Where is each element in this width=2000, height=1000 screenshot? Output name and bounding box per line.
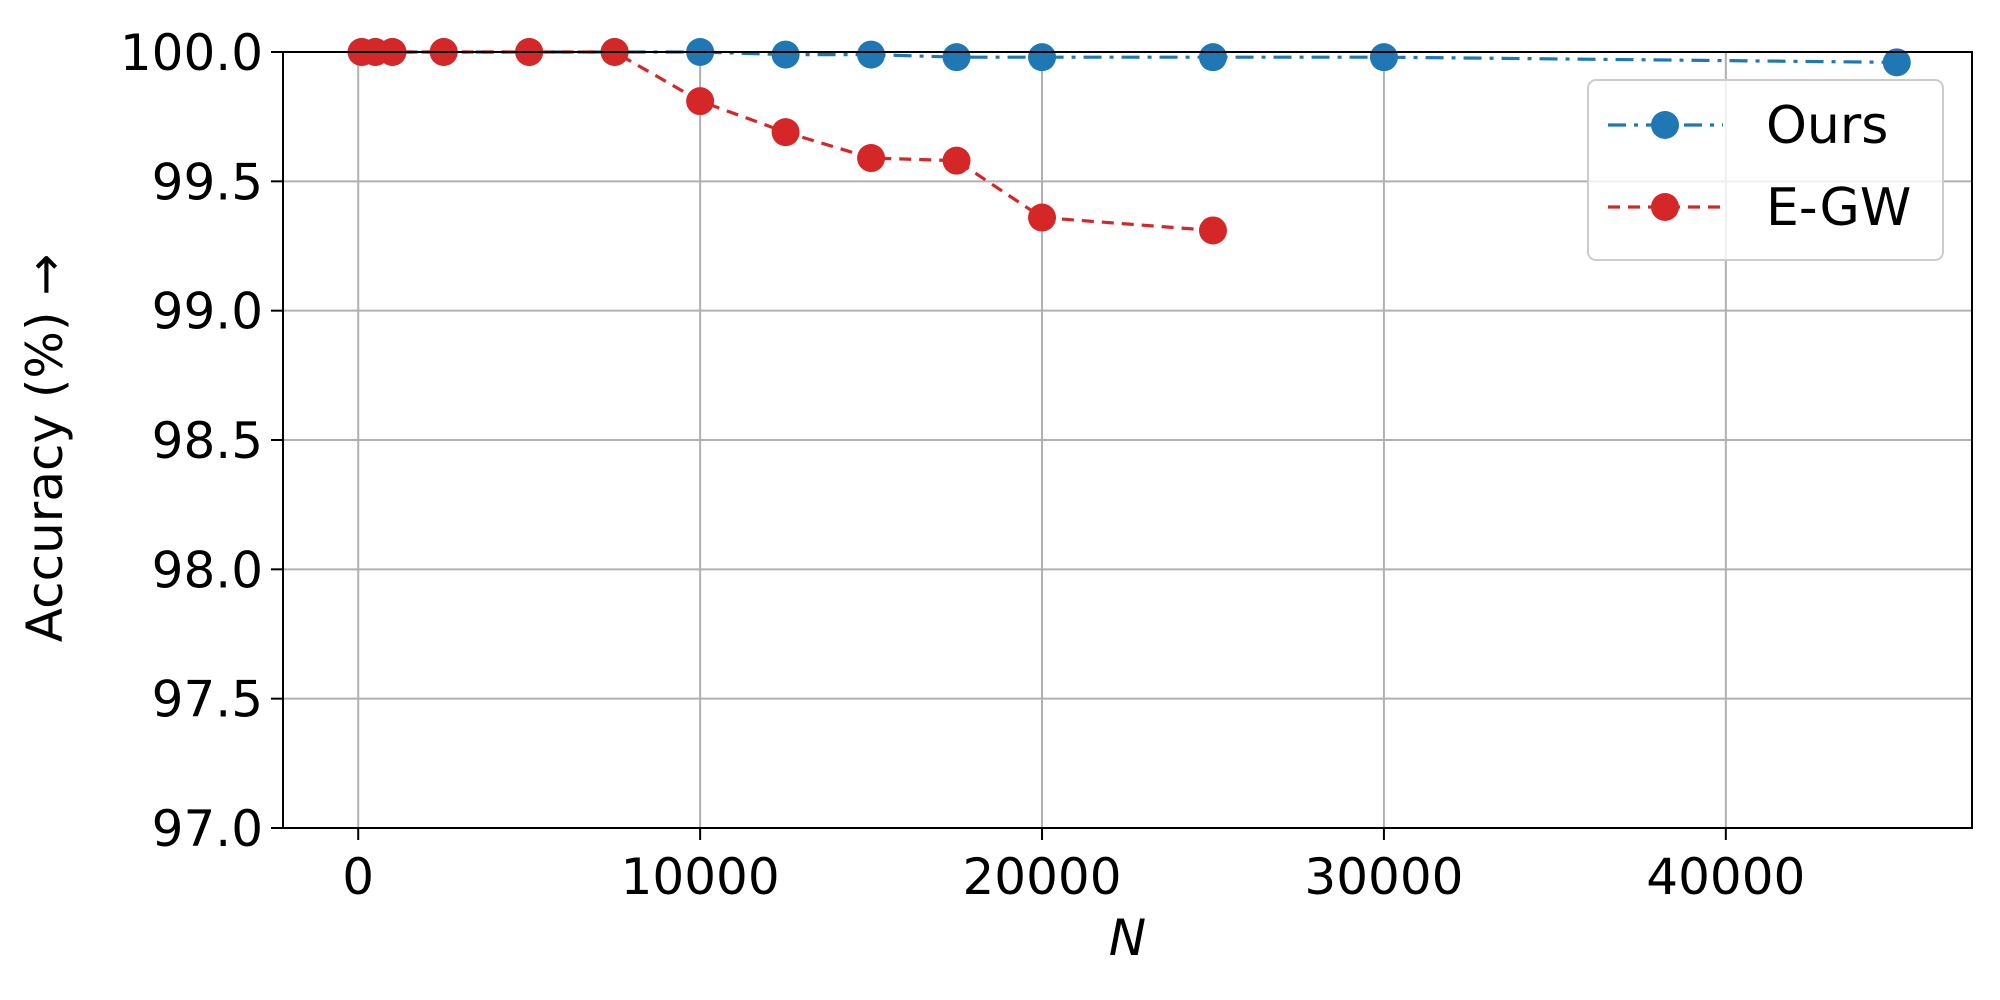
y-tick-label: 97.5 [152, 671, 263, 729]
data-point [1198, 216, 1227, 245]
legend-entry: E-GW [1608, 178, 1911, 238]
legend-entries: Ours E-GW [1608, 96, 1911, 238]
data-point [1028, 203, 1057, 232]
x-tick-label: 20000 [962, 848, 1121, 906]
y-tick-label: 99.0 [152, 283, 263, 341]
data-point [942, 146, 971, 175]
data-point [942, 43, 971, 72]
data-point [771, 118, 800, 147]
x-tick-label: 0 [342, 848, 374, 906]
data-point [1882, 48, 1911, 77]
axis-ticks: 0 10000 20000 30000 40000 97.0 97.5 98.0 98.5 99.… [120, 24, 1806, 906]
y-axis-label: Accuracy (%) → [16, 254, 74, 642]
legend-marker-swatch [1651, 111, 1679, 139]
data-point [771, 40, 800, 69]
data-point [1369, 43, 1398, 72]
legend-marker-swatch [1651, 193, 1679, 221]
y-tick-label: 98.5 [152, 412, 263, 470]
data-point [1028, 43, 1057, 72]
data-point [1198, 43, 1227, 72]
legend: Ours E-GW [1587, 79, 1944, 261]
legend-entry: Ours [1608, 96, 1888, 156]
y-tick-label: 98.0 [152, 541, 263, 599]
x-tick-label: 40000 [1646, 848, 1805, 906]
data-point [857, 144, 886, 173]
y-tick-label: 99.5 [152, 153, 263, 211]
data-point [686, 87, 715, 116]
x-tick-label: 10000 [621, 848, 780, 906]
legend-label: Ours [1766, 96, 1888, 156]
data-point [857, 40, 886, 69]
y-tick-label: 100.0 [120, 24, 263, 82]
y-tick-label: 97.0 [152, 800, 263, 858]
legend-label: E-GW [1766, 178, 1911, 238]
x-tick-label: 30000 [1304, 848, 1463, 906]
x-axis-label: N [1109, 909, 1146, 967]
